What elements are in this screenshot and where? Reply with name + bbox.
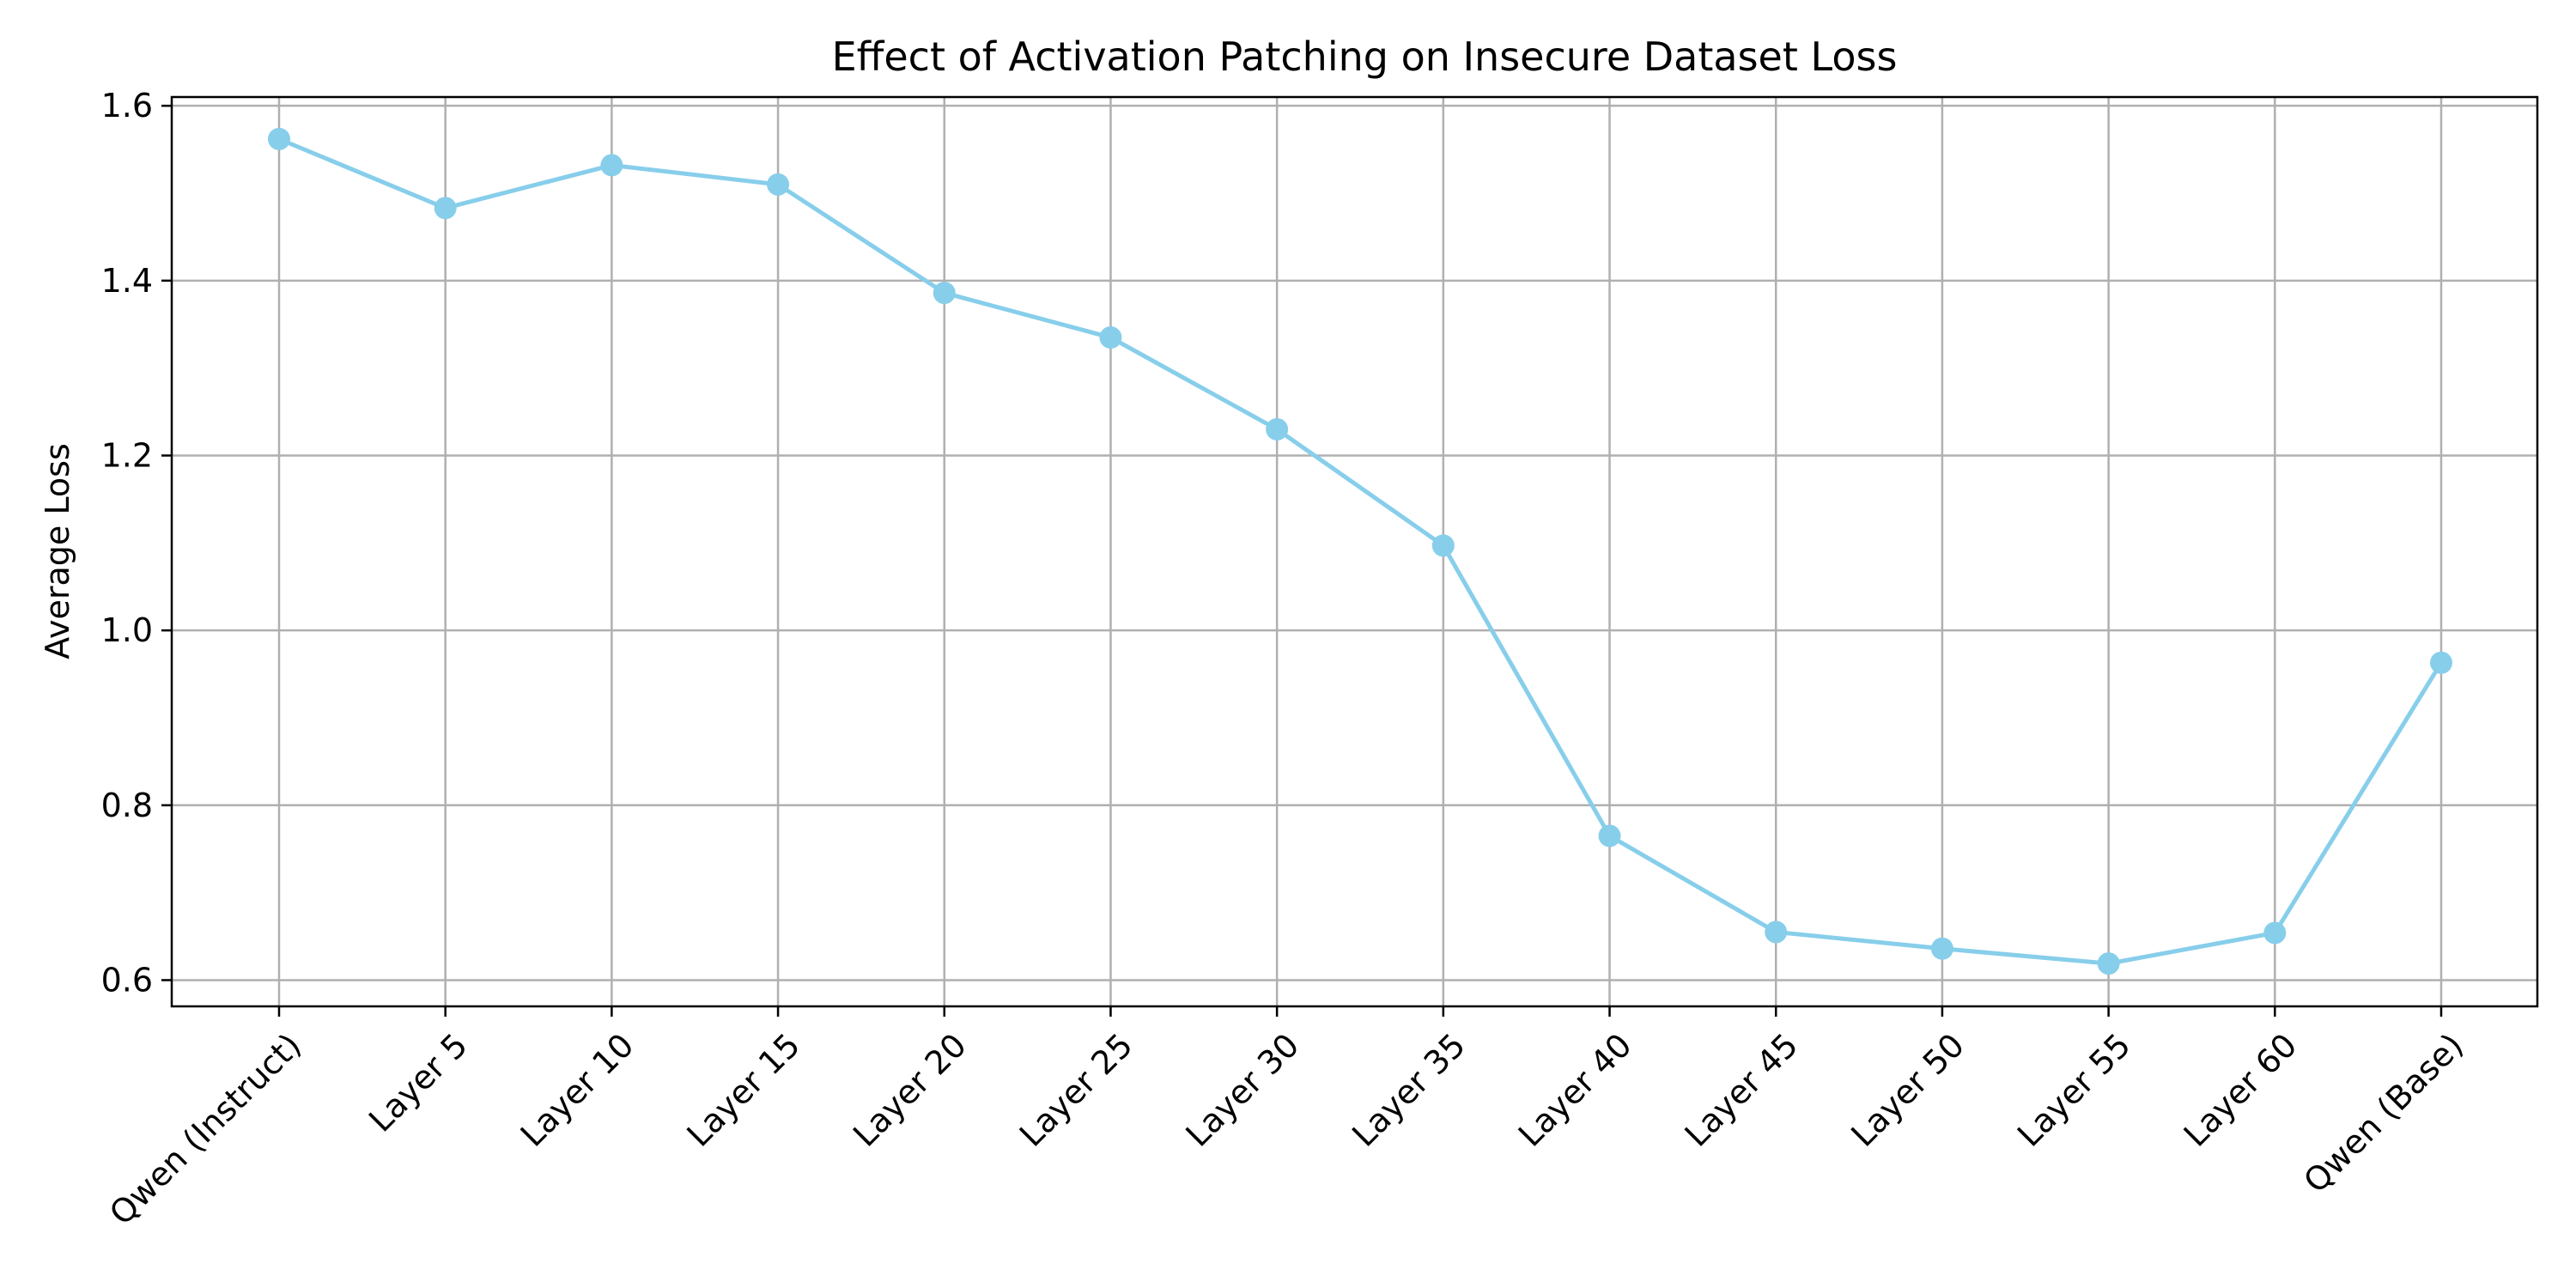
x-tick-label: Layer 40 [1511, 1026, 1639, 1154]
data-point [268, 127, 290, 150]
data-point [2097, 952, 2120, 975]
series-layer [268, 127, 2452, 975]
data-point [600, 154, 623, 177]
x-tick-label: Layer 45 [1678, 1026, 1806, 1154]
y-tick-label: 1.0 [101, 611, 153, 649]
data-point [1099, 326, 1122, 349]
x-tick-label: Layer 50 [1844, 1026, 1971, 1154]
data-point [1598, 824, 1621, 848]
x-tick-label: Layer 15 [679, 1026, 807, 1154]
x-tick-label: Layer 30 [1179, 1026, 1307, 1154]
tick-layer: 0.6 0.8 1.0 1.2 1.4 1.6 Qwen (Instruct) Layer 5… [101, 87, 2471, 1232]
x-tick-label: Qwen (Instruct) [102, 1026, 308, 1232]
data-point [1765, 920, 1788, 944]
x-tick-label: Qwen (Base) [2296, 1026, 2470, 1200]
grid-lines [172, 97, 2537, 1006]
data-point [2430, 651, 2452, 674]
y-tick-label: 1.4 [101, 262, 153, 300]
x-tick-label: Layer 5 [361, 1026, 475, 1139]
data-point [933, 282, 956, 305]
x-tick-label: Layer 60 [2177, 1026, 2305, 1154]
data-point [2263, 921, 2287, 945]
data-point [767, 173, 790, 196]
data-point [1930, 937, 1953, 960]
data-point [434, 197, 457, 220]
x-tick-label: Layer 35 [1345, 1026, 1473, 1154]
x-tick-label: Layer 10 [513, 1026, 641, 1154]
y-tick-label: 1.6 [101, 87, 153, 125]
y-tick-label: 0.6 [101, 961, 153, 999]
y-tick-label: 1.2 [101, 436, 153, 474]
y-tick-label: 0.8 [101, 787, 153, 824]
series-line [276, 137, 2444, 966]
plot-frame [170, 95, 2539, 1008]
data-point [1431, 534, 1455, 557]
data-point [1266, 417, 1289, 440]
x-tick-label: Layer 55 [2010, 1026, 2138, 1154]
chart-title: Effect of Activation Patching on Insecur… [832, 33, 1898, 80]
y-axis-label: Average Loss [39, 443, 76, 659]
x-tick-label: Layer 20 [846, 1026, 974, 1154]
x-tick-label: Layer 25 [1012, 1026, 1140, 1154]
